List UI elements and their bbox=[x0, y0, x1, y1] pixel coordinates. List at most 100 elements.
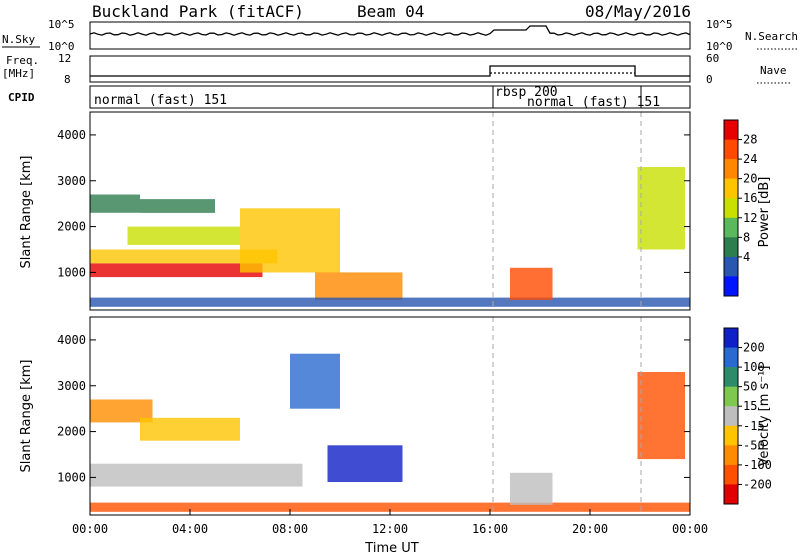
velocity-cbar-tick-4: -15 bbox=[743, 419, 765, 433]
power-colorbar: 28 24 20 16 12 8 4 bbox=[723, 119, 757, 297]
velocity-y-ticks: 4000 3000 2000 1000 bbox=[57, 333, 690, 484]
nave-tick-low: 0 bbox=[706, 73, 713, 86]
velocity-colorbar-label: Velocity [m s⁻¹] bbox=[757, 366, 772, 467]
cpid-label: CPID bbox=[8, 91, 35, 104]
power-heatmap-cells bbox=[90, 167, 690, 307]
freq-tick-low: 8 bbox=[64, 73, 71, 86]
velocity-cbar-frame bbox=[723, 327, 739, 505]
velocity-colorbar: 200 100 50 15 -15 -50 -100 -200 bbox=[723, 327, 772, 505]
velocity-panel: 4000 3000 2000 1000 00:00 04:00 08:00 12:00 16:… bbox=[19, 316, 708, 554]
velocity-cell-4 bbox=[290, 353, 340, 409]
nsky-label: N.Sky bbox=[2, 33, 35, 46]
velocity-ytick-3: 1000 bbox=[57, 470, 86, 484]
velocity-cbar-swatch-7 bbox=[724, 464, 738, 485]
cpid-segment-2: rbsp 200 bbox=[495, 85, 558, 100]
velocity-cell-7 bbox=[637, 372, 685, 460]
xtick-2: 08:00 bbox=[272, 522, 308, 536]
velocity-ytick-1: 3000 bbox=[57, 379, 86, 393]
velocity-cbar-tick-2: 50 bbox=[743, 380, 757, 394]
velocity-cbar-swatch-6 bbox=[724, 445, 738, 466]
power-ytick-0: 4000 bbox=[57, 128, 86, 142]
xtick-0: 00:00 bbox=[72, 522, 108, 536]
xtick-3: 12:00 bbox=[372, 522, 408, 536]
power-cbar-swatch-2 bbox=[724, 159, 738, 180]
power-cbar-swatch-7 bbox=[724, 256, 738, 277]
nsearch-tick-high: 10^5 bbox=[706, 18, 733, 31]
power-cbar-swatch-4 bbox=[724, 198, 738, 219]
cpid-panel: CPID normal (fast) 151 rbsp 200 normal (… bbox=[8, 85, 691, 110]
power-cell-4 bbox=[140, 199, 215, 213]
beam-title: Beam 04 bbox=[357, 2, 424, 21]
power-cell-3 bbox=[90, 194, 140, 213]
velocity-cell-1 bbox=[90, 399, 153, 423]
power-y-axis-label: Slant Range [km] bbox=[19, 156, 34, 269]
power-ytick-2: 2000 bbox=[57, 220, 86, 234]
power-cbar-tick-6: 4 bbox=[743, 250, 750, 264]
velocity-cbar-swatch-1 bbox=[724, 347, 738, 368]
power-cbar-swatch-5 bbox=[724, 217, 738, 238]
power-cbar-swatch-6 bbox=[724, 237, 738, 258]
velocity-cbar-tick-7: -200 bbox=[743, 477, 772, 491]
freq-label: Freq. bbox=[6, 54, 39, 67]
nsky-tick-high: 10^5 bbox=[48, 18, 75, 31]
nsearch-tick-low: 10^0 bbox=[706, 40, 733, 53]
velocity-cbar-tick-5: -50 bbox=[743, 438, 765, 452]
freq-tick-high: 12 bbox=[58, 52, 71, 65]
power-cbar-frame bbox=[723, 119, 739, 297]
velocity-cbar-swatch-8 bbox=[724, 484, 738, 505]
power-ytick-1: 3000 bbox=[57, 174, 86, 188]
velocity-cbar-swatch-2 bbox=[724, 367, 738, 388]
power-cell-9 bbox=[637, 167, 685, 250]
velocity-ytick-2: 2000 bbox=[57, 425, 86, 439]
power-cbar-tick-0: 28 bbox=[743, 133, 757, 147]
power-cbar-swatch-3 bbox=[724, 178, 738, 199]
nave-tick-high: 60 bbox=[706, 52, 719, 65]
nsky-frame bbox=[89, 21, 691, 50]
station-title: Buckland Park (fitACF) bbox=[92, 2, 304, 21]
velocity-cbar-swatch-3 bbox=[724, 386, 738, 407]
power-cell-1 bbox=[90, 249, 278, 264]
cpid-segment-1: normal (fast) 151 bbox=[94, 93, 227, 108]
power-cbar-swatch-1 bbox=[724, 139, 738, 160]
power-cell-5 bbox=[240, 208, 340, 273]
xtick-6: 00:00 bbox=[672, 522, 708, 536]
power-cell-7 bbox=[90, 297, 690, 307]
nsky-panel: N.Sky 10^5 10^0 10^5 10^0 N.Search bbox=[2, 18, 798, 53]
power-cbar-tick-4: 12 bbox=[743, 211, 757, 225]
freq-series bbox=[90, 65, 690, 77]
xtick-1: 04:00 bbox=[172, 522, 208, 536]
power-ytick-3: 1000 bbox=[57, 265, 86, 279]
nsky-series bbox=[89, 25, 691, 36]
velocity-y-axis-label: Slant Range [km] bbox=[19, 360, 34, 473]
power-y-ticks: 4000 3000 2000 1000 bbox=[57, 128, 690, 279]
x-axis-label: Time UT bbox=[364, 541, 418, 554]
velocity-cell-2 bbox=[140, 417, 240, 441]
velocity-heatmap-cells bbox=[90, 353, 690, 512]
cpid-frame bbox=[89, 85, 691, 109]
velocity-cell-0 bbox=[90, 463, 303, 487]
velocity-cbar-tick-1: 100 bbox=[743, 360, 765, 374]
velocity-cell-5 bbox=[90, 502, 690, 512]
power-colorbar-label: Power [dB] bbox=[757, 177, 772, 248]
power-cbar-swatch-0 bbox=[724, 120, 738, 141]
velocity-cell-6 bbox=[510, 472, 553, 505]
power-cbar-tick-5: 8 bbox=[743, 230, 750, 244]
velocity-cbar-swatch-0 bbox=[724, 328, 738, 349]
velocity-cbar-tick-6: -100 bbox=[743, 458, 772, 472]
freq-frame bbox=[89, 55, 691, 83]
xtick-5: 20:00 bbox=[572, 522, 608, 536]
power-cbar-tick-1: 24 bbox=[743, 152, 757, 166]
nsky-tick-low: 10^0 bbox=[48, 40, 75, 53]
cpid-segment-3: normal (fast) 151 bbox=[527, 95, 660, 110]
power-cbar-tick-3: 16 bbox=[743, 191, 757, 205]
date-title: 08/May/2016 bbox=[585, 2, 691, 21]
freq-unit-label: [MHz] bbox=[2, 67, 35, 80]
power-cbar-swatch-8 bbox=[724, 276, 738, 297]
velocity-cbar-tick-3: 15 bbox=[743, 399, 757, 413]
xtick-4: 16:00 bbox=[472, 522, 508, 536]
power-cell-0 bbox=[90, 263, 263, 278]
freq-panel: Freq. [MHz] 12 8 60 0 Nave bbox=[2, 52, 790, 86]
velocity-cbar-tick-0: 200 bbox=[743, 341, 765, 355]
power-panel: 4000 3000 2000 1000 Slant Range [km] bbox=[19, 111, 691, 311]
